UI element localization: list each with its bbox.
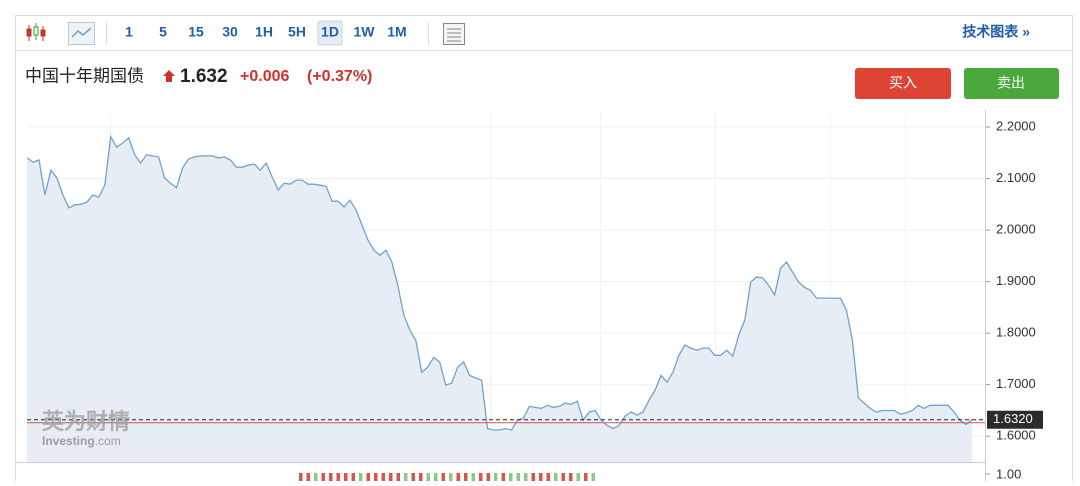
volume-bar — [539, 473, 543, 481]
instrument-name: 中国十年期国债 — [25, 66, 144, 85]
volume-bar — [524, 473, 528, 481]
interval-button[interactable]: 1W — [354, 24, 376, 40]
volume-bar — [366, 473, 370, 481]
technical-chart-link[interactable]: 技术图表 » — [962, 24, 1030, 40]
y-tick-label: 2.2000 — [996, 118, 1036, 133]
interval-button[interactable]: 1 — [125, 24, 133, 40]
volume-bar — [306, 473, 310, 481]
interval-button[interactable]: 5H — [288, 24, 306, 40]
volume-bar — [419, 473, 423, 481]
volume-bar — [486, 473, 490, 481]
watermark-site: Investing.com — [42, 434, 121, 448]
volume-bar — [299, 473, 303, 481]
volume-bar — [479, 473, 483, 481]
y-tick-label: 1.8000 — [996, 325, 1036, 340]
watermark-brand: 英为财情 — [42, 409, 130, 434]
volume-bar — [584, 473, 588, 481]
volume-tick-label: 1.00 — [996, 466, 1021, 481]
volume-bar — [434, 473, 438, 481]
y-tick-label: 1.7000 — [996, 376, 1036, 391]
interval-button[interactable]: 30 — [222, 24, 238, 40]
price-line — [26, 134, 973, 431]
volume-bar — [374, 473, 378, 481]
watermark-domain: .com — [95, 434, 121, 448]
volume-bar — [456, 473, 460, 481]
interval-button[interactable]: 15 — [188, 24, 204, 40]
interval-selected — [317, 20, 343, 46]
volume-bar — [396, 473, 400, 481]
volume-bar — [509, 473, 513, 481]
volume-bar — [561, 473, 565, 481]
volume-bar — [426, 473, 430, 481]
table-icon[interactable] — [443, 23, 465, 45]
volume-bar — [546, 473, 550, 481]
up-arrow — [163, 70, 175, 82]
volume-bar — [411, 473, 415, 481]
buy-button[interactable] — [855, 68, 951, 99]
volume-bar — [381, 473, 385, 481]
volume-bar — [464, 473, 468, 481]
volume-bar — [441, 473, 445, 481]
volume-bar — [404, 473, 408, 481]
interval-button[interactable]: 1D — [321, 24, 339, 40]
volume-bar — [351, 473, 355, 481]
last-price-label: 1.6320 — [993, 411, 1033, 426]
volume-bar — [576, 473, 580, 481]
volume-bar — [389, 473, 393, 481]
interval-button[interactable]: 1H — [255, 24, 273, 40]
interval-button[interactable]: 5 — [159, 24, 167, 40]
volume-bar — [344, 473, 348, 481]
change-percent: (+0.37%) — [307, 68, 372, 85]
last-price-box — [987, 410, 1043, 429]
volume-bar — [554, 473, 558, 481]
volume-bar — [531, 473, 535, 481]
sell-label[interactable]: 卖出 — [997, 75, 1025, 91]
y-tick-label: 2.1000 — [996, 170, 1036, 185]
volume-bar — [516, 473, 520, 481]
volume-bar — [591, 473, 595, 481]
y-tick-label: 1.9000 — [996, 273, 1036, 288]
volume-bar — [471, 473, 475, 481]
change: +0.006 — [240, 68, 289, 85]
candle-icon[interactable] — [26, 23, 46, 41]
area-fill — [27, 136, 972, 463]
watermark-site-name: Investing — [42, 434, 95, 448]
chart: 2.2000 2.1000 2.0000 1.9000 1.8000 1.7000 1.60… — [15, 110, 1043, 481]
y-tick-label: 2.0000 — [996, 222, 1036, 237]
interval-button[interactable]: 1M — [387, 24, 406, 40]
volume-bar — [494, 473, 498, 481]
sell-button[interactable] — [964, 68, 1059, 99]
volume-bar — [336, 473, 340, 481]
volume-bar — [569, 473, 573, 481]
buy-label[interactable]: 买入 — [889, 75, 917, 91]
price: 1.632 — [180, 66, 228, 87]
volume-bar — [501, 473, 505, 481]
volume-bar — [449, 473, 453, 481]
volume-bar — [321, 473, 325, 481]
volume-bar — [329, 473, 333, 481]
volume-bar — [314, 473, 318, 481]
line-chart-icon[interactable] — [68, 22, 95, 45]
volume-bar — [359, 473, 363, 481]
y-tick-label: 1.6000 — [996, 428, 1036, 443]
